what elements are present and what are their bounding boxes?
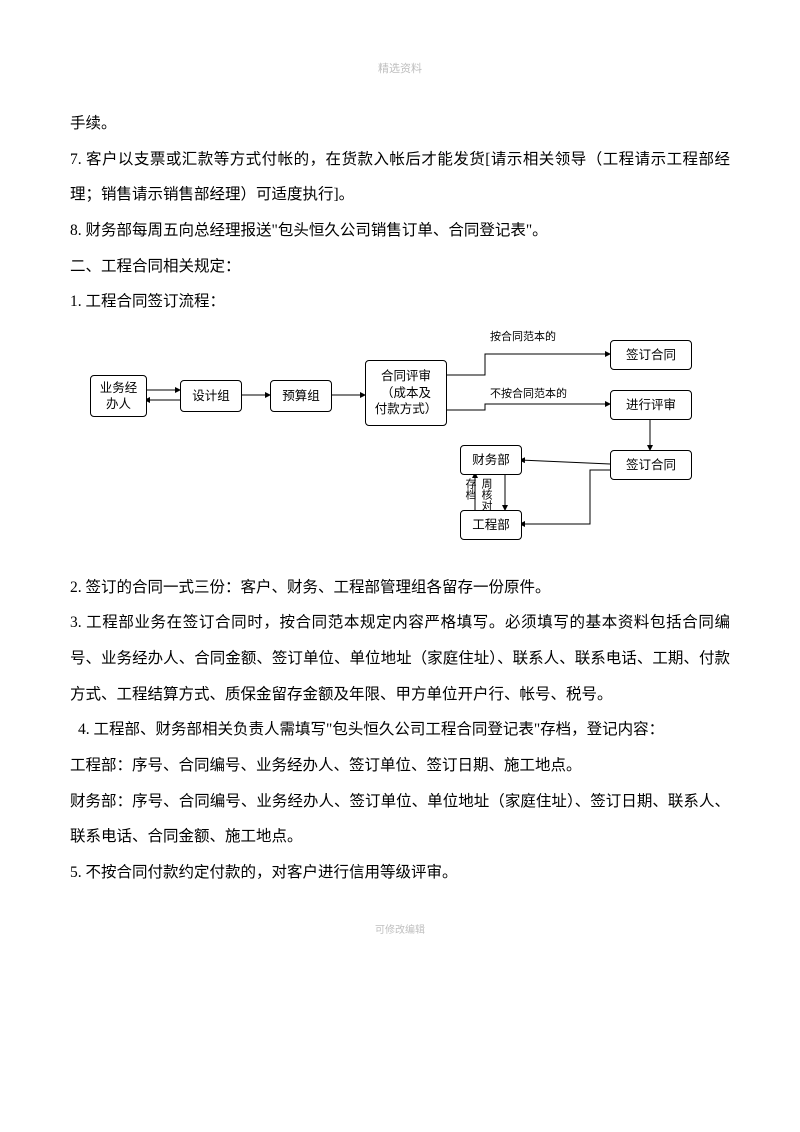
paragraph-7: 7. 客户以支票或汇款等方式付帐的，在货款入帐后才能发货[请示相关领导（工程请示…	[70, 142, 730, 213]
label-no-template: 不按合同范本的	[490, 385, 567, 401]
label-template: 按合同范本的	[490, 328, 556, 344]
paragraph-s4a: 4. 工程部、财务部相关负责人需填写"包头恒久公司工程合同登记表"存档，登记内容…	[70, 712, 730, 748]
node-engineering: 工程部	[460, 510, 522, 540]
node-design-group: 设计组	[180, 380, 242, 412]
paragraph-s4b: 工程部：序号、合同编号、业务经办人、签订单位、签订日期、施工地点。	[70, 748, 730, 784]
paragraph-s3: 3. 工程部业务在签订合同时，按合同范本规定内容严格填写。必须填写的基本资料包括…	[70, 605, 730, 712]
node-sign-1: 签订合同	[610, 340, 692, 370]
node-sign-2: 签订合同	[610, 450, 692, 480]
paragraph-s5: 5. 不按合同付款约定付款的，对客户进行信用等级评审。	[70, 855, 730, 891]
paragraph-s4c: 财务部：序号、合同编号、业务经办人、签订单位、单位地址（家庭住址）、签订日期、联…	[70, 784, 730, 855]
node-budget-group: 预算组	[270, 380, 332, 412]
node-finance: 财务部	[460, 445, 522, 475]
heading-2: 二、工程合同相关规定：	[70, 249, 730, 285]
label-weekly-check: 周核对	[478, 478, 494, 511]
flowchart: 业务经办人 设计组 预算组 合同评审（成本及付款方式） 签订合同 进行评审 签订…	[90, 330, 710, 550]
node-business-owner: 业务经办人	[90, 375, 147, 417]
page-header: 精选资料	[70, 60, 730, 76]
paragraph-8: 8. 财务部每周五向总经理报送"包头恒久公司销售订单、合同登记表"。	[70, 213, 730, 249]
label-archive: 存档	[462, 478, 478, 500]
page-footer: 可修改编辑	[70, 921, 730, 936]
paragraph-continue: 手续。	[70, 106, 730, 142]
paragraph-s1: 1. 工程合同签订流程：	[70, 284, 730, 320]
node-do-review: 进行评审	[610, 390, 692, 420]
paragraph-s2: 2. 签订的合同一式三份：客户、财务、工程部管理组各留存一份原件。	[70, 570, 730, 606]
node-contract-review: 合同评审（成本及付款方式）	[365, 360, 447, 426]
